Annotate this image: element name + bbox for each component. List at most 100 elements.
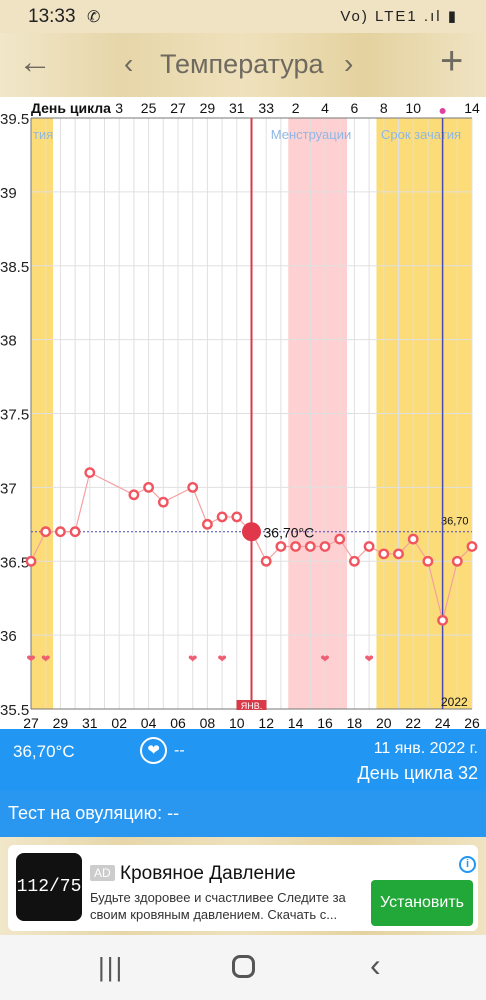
cycle-day-tick: 2 [292,100,300,116]
y-tick-label: 39 [0,185,17,202]
system-nav-bar: ||| ‹ [0,935,486,1000]
date-tick: 08 [200,715,216,729]
cycle-day-tick: 4 [321,100,329,116]
y-tick-label: 37.5 [0,407,29,424]
page-title: Температура [160,49,324,79]
temperature-point [55,526,66,538]
selected-temperature: 36,70°C [13,742,75,761]
ad-banner[interactable]: 112/75 AD Кровяное Давление Будьте здоро… [8,845,478,931]
temperature-point [348,555,360,567]
date-tick: 29 [53,715,69,729]
temperature-point [407,533,419,545]
cycle-day-tick: 10 [405,100,421,116]
blood-pressure-app-icon: 112/75 [16,853,82,921]
temperature-point [393,548,404,560]
year-label: 2022 [441,695,468,709]
reference-value-label: 36,70 [441,516,469,528]
temperature-point [40,526,52,538]
selected-temperature-point [242,522,261,542]
heart-marker: ❤ [26,652,35,665]
cycle-day-tick: 29 [200,100,216,116]
ovulation-test-row[interactable]: Тест на овуляцию: -- [0,791,486,837]
ad-title: Кровяное Давление [120,863,296,884]
date-tick: 10 [229,715,245,729]
heart-value: -- [174,742,185,759]
cycle-day-tick: 33 [258,100,274,116]
temperature-point [260,555,272,567]
temperature-point [378,548,390,560]
temperature-point [275,541,287,552]
ad-badge: AD [90,865,115,881]
top-axis-label-bg [29,97,115,117]
cycle-day-tick: 8 [380,100,388,116]
selected-point-label: 36,70°C [264,525,315,541]
status-bar: 13:33 ✆ Vo) LTE1 .ıl ▮ [0,0,486,33]
temperature-point [201,518,213,530]
temperature-point [231,511,243,523]
recents-icon[interactable]: ||| [98,952,125,982]
heart-marker: ❤ [188,652,197,665]
y-tick-label: 37 [0,480,17,497]
today-marker [439,108,446,114]
conception-label: Срок зачатия [381,127,461,142]
install-button[interactable]: Установить [371,880,473,926]
cycle-day-tick: 31 [229,100,245,116]
temperature-series-line [30,471,473,621]
selected-date: 11 янв. 2022 г. [373,740,478,757]
temperature-point [422,555,434,567]
ad-banner-wrapper: 112/75 AD Кровяное Давление Будьте здоро… [0,837,486,935]
date-tick: 12 [258,715,274,729]
temperature-point [290,541,301,552]
date-tick: 20 [376,715,392,729]
date-tick: 04 [141,715,157,729]
y-tick-label: 36.5 [0,554,29,571]
cycle-day-tick: 27 [170,100,186,116]
temperature-point [25,555,37,567]
temperature-point [466,541,478,552]
heart-marker: ❤ [320,652,329,665]
cycle-day-tick: 6 [351,100,359,116]
previous-chevron-icon[interactable]: ‹ [124,48,134,79]
cycle-day-tick: 14 [464,100,480,116]
date-tick: 31 [82,715,98,729]
temperature-point [69,526,81,538]
temperature-point [143,481,155,493]
heart-icon[interactable]: ❤ [140,737,167,764]
date-tick: 27 [23,715,39,729]
whatsapp-icon: ✆ [87,9,101,26]
temperature-point [187,481,199,493]
ovulation-test-label: Тест на овуляцию: -- [8,803,180,823]
add-icon[interactable]: + [440,39,464,83]
status-icons: Vo) LTE1 .ıl ▮ [340,8,458,25]
conception-label-left: тия [33,127,53,142]
temperature-point [84,467,96,478]
back-arrow-icon[interactable]: ← [18,43,52,81]
temperature-point [451,555,463,567]
cycle-day: День цикла 32 [357,763,479,783]
y-tick-label: 38.5 [0,259,29,276]
temperature-chart[interactable]: Менструации Срок зачатиятия35.53636.53737… [0,97,486,729]
heart-marker: ❤ [41,652,50,665]
temperature-point [128,489,140,501]
temperature-point [319,541,331,552]
status-time: 13:33 [28,6,76,27]
info-panel: 36,70°C ❤ -- 11 янв. 2022 г. День цикла … [0,729,486,791]
y-tick-label: 39.5 [0,111,29,128]
cycle-day-tick: 3 [115,100,123,116]
date-tick: 02 [111,715,127,729]
temperature-point [363,541,375,552]
next-chevron-icon[interactable]: › [344,48,354,79]
temperature-point [437,614,448,626]
y-tick-label: 38 [0,333,17,350]
month-label-bg [236,700,267,710]
y-tick-label: 35.5 [0,702,29,719]
home-icon[interactable] [232,955,255,978]
temperature-point [216,511,228,523]
ad-description: Будьте здоровее и счастливее Следите за … [90,890,346,922]
ad-info-icon[interactable]: i [459,856,476,873]
y-tick-label: 36 [0,628,17,645]
date-tick: 06 [170,715,186,729]
top-toolbar: ← ‹ Температура › + [0,33,486,97]
date-tick: 22 [405,715,421,729]
nav-back-icon[interactable]: ‹ [370,947,381,983]
